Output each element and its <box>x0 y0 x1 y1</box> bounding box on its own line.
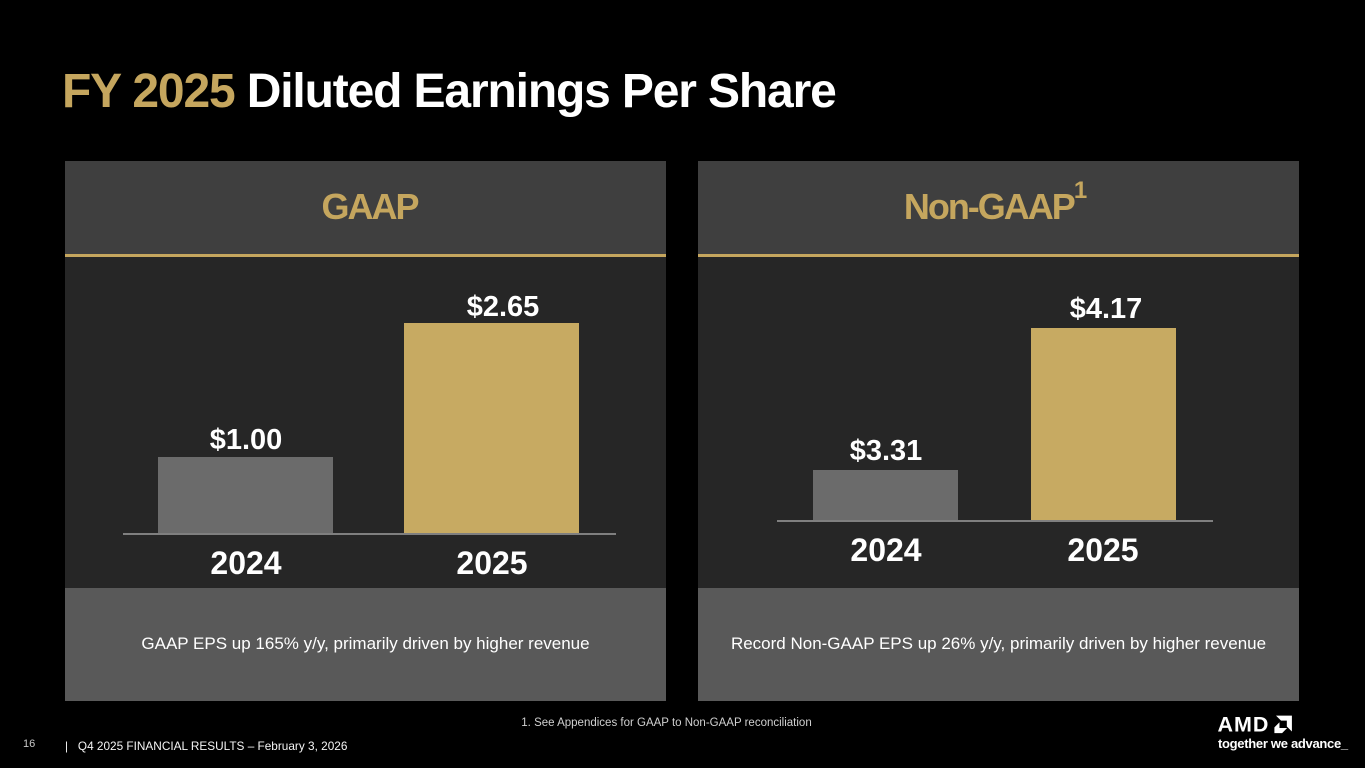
svg-text:AMD: AMD <box>1218 712 1269 736</box>
